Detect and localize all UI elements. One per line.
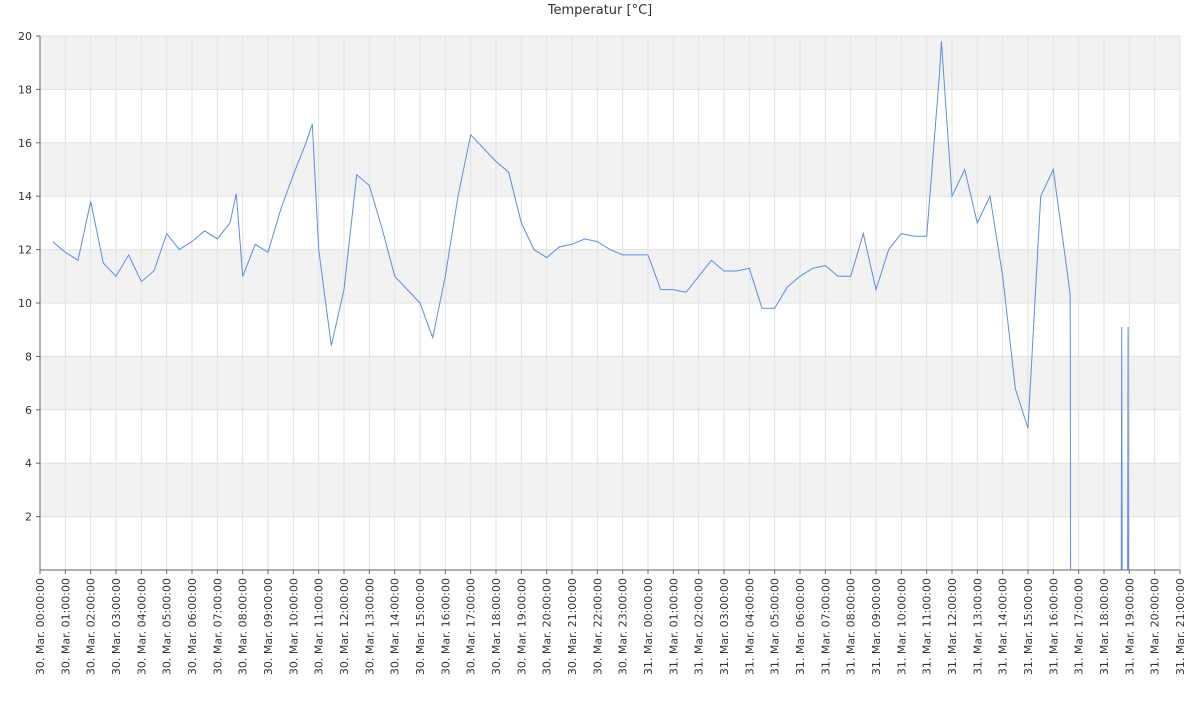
x-tick-label: 31. Mar. 14:00:00	[997, 578, 1010, 675]
x-tick-label: 30. Mar. 19:00:00	[515, 578, 528, 675]
y-tick-label: 14	[18, 190, 32, 203]
x-tick-label: 31. Mar. 00:00:00	[642, 578, 655, 675]
x-tick-label: 31. Mar. 11:00:00	[921, 578, 934, 675]
x-tick-label: 31. Mar. 05:00:00	[769, 578, 782, 675]
y-tick-label: 6	[25, 404, 32, 417]
y-tick-label: 16	[18, 137, 32, 150]
x-tick-label: 31. Mar. 20:00:00	[1149, 578, 1162, 675]
x-tick-label: 31. Mar. 21:00:00	[1174, 578, 1187, 675]
x-tick-label: 30. Mar. 07:00:00	[211, 578, 224, 675]
y-tick-label: 10	[18, 297, 32, 310]
x-tick-label: 30. Mar. 04:00:00	[135, 578, 148, 675]
x-tick-label: 30. Mar. 06:00:00	[186, 578, 199, 675]
x-tick-label: 30. Mar. 23:00:00	[617, 578, 630, 675]
y-tick-label: 8	[25, 350, 32, 363]
x-tick-label: 30. Mar. 15:00:00	[414, 578, 427, 675]
x-tick-label: 31. Mar. 16:00:00	[1047, 578, 1060, 675]
y-tick-label: 12	[18, 244, 32, 257]
y-tick-label: 18	[18, 83, 32, 96]
x-tick-label: 31. Mar. 17:00:00	[1073, 578, 1086, 675]
x-tick-label: 30. Mar. 16:00:00	[439, 578, 452, 675]
x-tick-label: 31. Mar. 04:00:00	[743, 578, 756, 675]
x-tick-label: 31. Mar. 15:00:00	[1022, 578, 1035, 675]
x-tick-label: 30. Mar. 01:00:00	[59, 578, 72, 675]
x-tick-label: 31. Mar. 12:00:00	[946, 578, 959, 675]
data-line	[52, 41, 1129, 571]
x-tick-label: 30. Mar. 17:00:00	[465, 578, 478, 675]
y-tick-label: 4	[25, 457, 32, 470]
x-tick-label: 30. Mar. 22:00:00	[591, 578, 604, 675]
x-tick-label: 30. Mar. 18:00:00	[490, 578, 503, 675]
x-tick-label: 31. Mar. 03:00:00	[718, 578, 731, 675]
x-tick-label: 30. Mar. 09:00:00	[262, 578, 275, 675]
x-tick-label: 31. Mar. 19:00:00	[1123, 578, 1136, 675]
grid-band	[40, 249, 1180, 303]
x-tick-label: 31. Mar. 08:00:00	[845, 578, 858, 675]
x-tick-label: 30. Mar. 02:00:00	[85, 578, 98, 675]
x-tick-label: 31. Mar. 01:00:00	[667, 578, 680, 675]
x-tick-label: 31. Mar. 06:00:00	[794, 578, 807, 675]
chart-title: Temperatur [°C]	[547, 3, 653, 18]
x-tick-label: 30. Mar. 12:00:00	[338, 578, 351, 675]
x-tick-label: 30. Mar. 20:00:00	[541, 578, 554, 675]
x-tick-label: 30. Mar. 10:00:00	[287, 578, 300, 675]
x-tick-label: 31. Mar. 09:00:00	[870, 578, 883, 675]
x-tick-label: 31. Mar. 02:00:00	[693, 578, 706, 675]
x-tick-label: 30. Mar. 11:00:00	[313, 578, 326, 675]
x-tick-label: 30. Mar. 21:00:00	[566, 578, 579, 675]
y-tick-label: 2	[25, 511, 32, 524]
x-tick-label: 31. Mar. 07:00:00	[819, 578, 832, 675]
x-tick-label: 30. Mar. 03:00:00	[110, 578, 123, 675]
y-tick-label: 20	[18, 30, 32, 43]
x-tick-label: 30. Mar. 08:00:00	[237, 578, 250, 675]
x-tick-label: 30. Mar. 13:00:00	[363, 578, 376, 675]
x-tick-label: 31. Mar. 10:00:00	[895, 578, 908, 675]
grid-band	[40, 142, 1180, 197]
x-tick-label: 31. Mar. 13:00:00	[971, 578, 984, 675]
grid-band	[40, 356, 1180, 410]
x-tick-label: 31. Mar. 18:00:00	[1098, 578, 1111, 675]
x-tick-label: 30. Mar. 05:00:00	[161, 578, 174, 675]
grid-band	[40, 36, 1180, 90]
x-tick-label: 30. Mar. 14:00:00	[389, 578, 402, 675]
x-tick-label: 30. Mar. 00:00:00	[34, 578, 47, 675]
grid-band	[40, 463, 1180, 517]
